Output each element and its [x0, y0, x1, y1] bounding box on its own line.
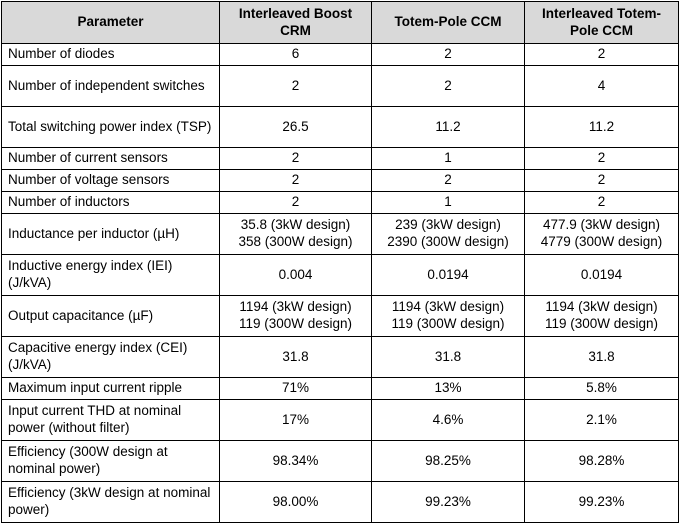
table-row: Number of independent switches 2 2 4 — [1, 65, 679, 107]
table-row: Number of current sensors 2 1 2 — [1, 147, 679, 170]
value-cell: 26.5 — [219, 106, 372, 148]
table-row: Number of inductors 2 1 2 — [1, 191, 679, 214]
table-row: Number of diodes 6 2 2 — [1, 43, 679, 66]
table-row: Capacitive energy index (CEI) (J/kVA) 31… — [1, 336, 679, 378]
value-cell: 71% — [219, 377, 372, 400]
value-cell: 99.23% — [524, 481, 679, 523]
value-cell: 1194 (3kW design) 119 (300W design) — [371, 295, 525, 337]
parameter-cell: Maximum input current ripple — [1, 377, 220, 400]
value-cell: 2 — [524, 191, 679, 214]
value-cell: 1194 (3kW design) 119 (300W design) — [524, 295, 679, 337]
value-cell: 0.0194 — [524, 254, 679, 296]
table-row: Maximum input current ripple 71% 13% 5.8… — [1, 377, 679, 400]
value-cell: 4.6% — [371, 399, 525, 441]
value-cell: 35.8 (3kW design) 358 (300W design) — [219, 213, 372, 255]
table-row: Output capacitance (µF) 1194 (3kW design… — [1, 295, 679, 337]
parameter-cell: Number of diodes — [1, 43, 220, 66]
value-cell: 2 — [524, 43, 679, 66]
parameter-cell: Number of current sensors — [1, 147, 220, 170]
value-cell: 2 — [524, 169, 679, 192]
header-parameter: Parameter — [1, 1, 220, 44]
header-interleaved-boost-crm: Interleaved Boost CRM — [219, 1, 372, 44]
value-cell: 5.8% — [524, 377, 679, 400]
value-cell: 2 — [371, 43, 525, 66]
value-cell: 2 — [524, 147, 679, 170]
parameter-cell: Number of inductors — [1, 191, 220, 214]
value-cell: 31.8 — [219, 336, 372, 378]
table-row: Total switching power index (TSP) 26.5 1… — [1, 106, 679, 148]
parameter-cell: Total switching power index (TSP) — [1, 106, 220, 148]
value-cell: 1 — [371, 147, 525, 170]
value-cell: 239 (3kW design) 2390 (300W design) — [371, 213, 525, 255]
value-cell: 31.8 — [524, 336, 679, 378]
value-cell: 0.0194 — [371, 254, 525, 296]
value-cell: 99.23% — [371, 481, 525, 523]
value-cell: 0.004 — [219, 254, 372, 296]
parameter-cell: Inductive energy index (IEI) (J/kVA) — [1, 254, 220, 296]
value-cell: 2 — [371, 65, 525, 107]
value-cell: 11.2 — [371, 106, 525, 148]
value-cell: 2 — [371, 169, 525, 192]
table-row: Inductive energy index (IEI) (J/kVA) 0.0… — [1, 254, 679, 296]
value-cell: 31.8 — [371, 336, 525, 378]
value-cell: 98.00% — [219, 481, 372, 523]
value-cell: 11.2 — [524, 106, 679, 148]
table-row: Efficiency (3kW design at nominal power)… — [1, 481, 679, 523]
header-totem-pole-ccm: Totem-Pole CCM — [371, 1, 525, 44]
value-cell: 17% — [219, 399, 372, 441]
header-row: Parameter Interleaved Boost CRM Totem-Po… — [1, 1, 679, 44]
value-cell: 477.9 (3kW design) 4779 (300W design) — [524, 213, 679, 255]
value-cell: 2 — [219, 65, 372, 107]
value-cell: 98.25% — [371, 440, 525, 482]
value-cell: 4 — [524, 65, 679, 107]
parameter-cell: Inductance per inductor (µH) — [1, 213, 220, 255]
table-row: Inductance per inductor (µH) 35.8 (3kW d… — [1, 213, 679, 255]
parameter-cell: Input current THD at nominal power (with… — [1, 399, 220, 441]
parameter-cell: Capacitive energy index (CEI) (J/kVA) — [1, 336, 220, 378]
parameter-cell: Number of voltage sensors — [1, 169, 220, 192]
table-row: Input current THD at nominal power (with… — [1, 399, 679, 441]
value-cell: 6 — [219, 43, 372, 66]
table-row: Number of voltage sensors 2 2 2 — [1, 169, 679, 192]
value-cell: 98.28% — [524, 440, 679, 482]
value-cell: 1 — [371, 191, 525, 214]
value-cell: 2 — [219, 169, 372, 192]
value-cell: 1194 (3kW design) 119 (300W design) — [219, 295, 372, 337]
header-interleaved-totem-pole-ccm: Interleaved Totem-Pole CCM — [524, 1, 679, 44]
parameter-cell: Output capacitance (µF) — [1, 295, 220, 337]
value-cell: 98.34% — [219, 440, 372, 482]
table-row: Efficiency (300W design at nominal power… — [1, 440, 679, 482]
parameter-cell: Efficiency (3kW design at nominal power) — [1, 481, 220, 523]
value-cell: 2 — [219, 191, 372, 214]
parameter-cell: Efficiency (300W design at nominal power… — [1, 440, 220, 482]
value-cell: 2.1% — [524, 399, 679, 441]
parameter-cell: Number of independent switches — [1, 65, 220, 107]
value-cell: 2 — [219, 147, 372, 170]
value-cell: 13% — [371, 377, 525, 400]
